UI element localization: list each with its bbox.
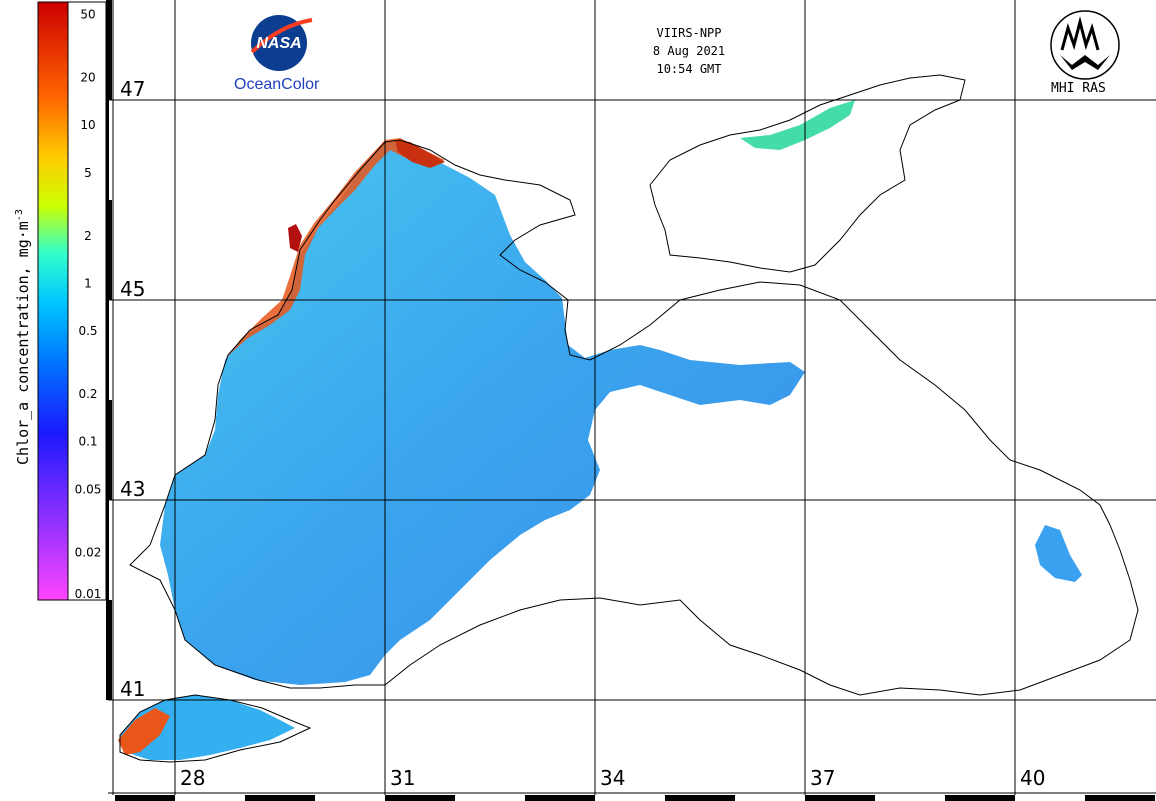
graticule bbox=[108, 0, 1156, 795]
lon-label: 37 bbox=[810, 766, 835, 790]
colorbar-title-text: Chlor_a concentration, mg·m bbox=[14, 221, 32, 465]
oceancolor-label: OceanColor bbox=[234, 76, 320, 93]
lon-label: 40 bbox=[1020, 766, 1045, 790]
colorbar-ticks: 50 20 10 5 2 1 0.5 0.2 0.1 0.05 0.02 0.01 bbox=[75, 8, 102, 601]
colorbar-title: Chlor_a concentration, mg·m-3 bbox=[14, 209, 32, 465]
colorbar-tick-label: 50 bbox=[80, 8, 95, 22]
mhi-logo bbox=[1050, 10, 1120, 80]
black-sea-coastline bbox=[129, 139, 1139, 696]
lon-label: 31 bbox=[390, 766, 415, 790]
date-label: 8 Aug 2021 bbox=[652, 44, 726, 58]
coastal-high-band bbox=[225, 138, 445, 360]
chlorophyll-field bbox=[118, 100, 1082, 760]
colorbar-tick-label: 1 bbox=[84, 276, 92, 290]
colorbar: 50 20 10 5 2 1 0.5 0.2 0.1 0.05 0.02 0.01 bbox=[37, 1, 107, 601]
header-block: VIIRS-NPP 8 Aug 2021 10:54 GMT bbox=[589, 24, 789, 78]
western-sea-coverage bbox=[160, 140, 805, 685]
nasa-circle bbox=[251, 15, 307, 71]
lat-label: 47 bbox=[120, 77, 145, 101]
mhi-wave bbox=[1060, 55, 1110, 70]
colorbar-tick-label: 5 bbox=[84, 166, 92, 180]
lat-label: 43 bbox=[120, 477, 145, 501]
odessa-high bbox=[395, 140, 445, 168]
marmara-high bbox=[118, 708, 170, 755]
mhi-emblem bbox=[1060, 16, 1100, 51]
marmara-coverage bbox=[120, 695, 295, 760]
lon-label: 28 bbox=[180, 766, 205, 790]
frame-scale-left bbox=[106, 0, 114, 795]
danube-delta-high bbox=[288, 224, 302, 252]
grid-labels: 47 45 43 41 28 31 34 37 40 bbox=[120, 77, 1045, 790]
colorbar-tick-label: 0.5 bbox=[78, 324, 97, 338]
colorbar-tick-label: 0.2 bbox=[78, 387, 97, 401]
colorbar-tick-label: 2 bbox=[84, 229, 92, 243]
mhi-label: MHI RAS bbox=[1051, 81, 1106, 96]
nasa-logo: NASA bbox=[250, 15, 313, 71]
lon-label: 34 bbox=[600, 766, 625, 790]
azov-coastline bbox=[649, 74, 966, 273]
colorbar-tick-label: 0.1 bbox=[78, 435, 97, 449]
sensor-label: VIIRS-NPP bbox=[656, 26, 722, 40]
eastern-patch bbox=[1035, 525, 1082, 582]
nasa-swoosh bbox=[250, 18, 313, 54]
colorbar-tick-label: 0.01 bbox=[75, 587, 102, 601]
frame-scale-bottom bbox=[108, 792, 1156, 801]
azov-patch bbox=[740, 100, 855, 150]
colorbar-title-exponent: -3 bbox=[14, 209, 25, 222]
time-label: 10:54 GMT bbox=[656, 62, 722, 76]
colorbar-tick-label: 20 bbox=[80, 71, 95, 85]
colorbar-tick-panel bbox=[67, 1, 107, 601]
nasa-wordmark: NASA bbox=[256, 35, 301, 52]
lat-label: 45 bbox=[120, 277, 145, 301]
lat-label: 41 bbox=[120, 677, 145, 701]
colorbar-tick-label: 0.05 bbox=[75, 482, 102, 496]
colorbar-ramp bbox=[37, 1, 69, 601]
colorbar-tick-label: 0.02 bbox=[75, 545, 102, 559]
colorbar-tick-label: 10 bbox=[80, 118, 95, 132]
